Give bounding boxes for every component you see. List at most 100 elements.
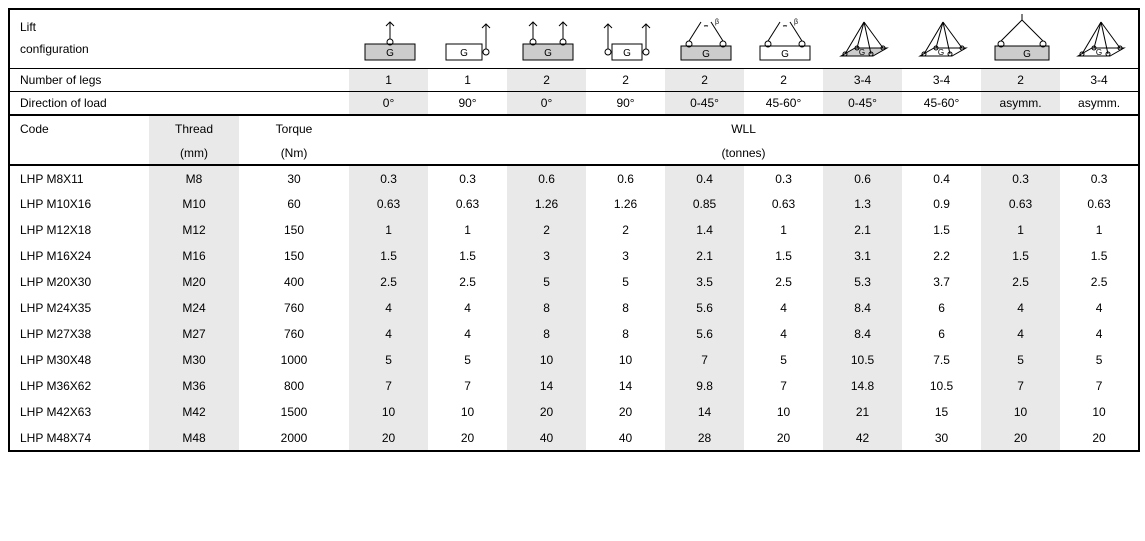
- thread-cell: M12: [149, 217, 239, 243]
- table-row: LHP M20X30M204002.52.5553.52.55.33.72.52…: [9, 269, 1139, 295]
- torque-cell: 2000: [239, 425, 349, 451]
- wll-cell: 7: [349, 373, 428, 399]
- wll-cell: 10: [586, 347, 665, 373]
- code-cell: LHP M10X16: [9, 191, 149, 217]
- wll-cell: 2.5: [1060, 269, 1139, 295]
- wll-cell: 0.3: [981, 165, 1060, 191]
- wll-cell: 10: [744, 399, 823, 425]
- legs-value: 3-4: [1060, 69, 1139, 92]
- direction-value: 90°: [428, 92, 507, 116]
- wll-cell: 20: [428, 425, 507, 451]
- wll-cell: 10: [428, 399, 507, 425]
- legs-value: 2: [665, 69, 744, 92]
- code-cell: LHP M16X24: [9, 243, 149, 269]
- table-row: LHP M24X35M2476044885.648.4644: [9, 295, 1139, 321]
- lift-spec-table: Liftconfiguration G G G G: [8, 8, 1140, 452]
- wll-cell: 5: [349, 347, 428, 373]
- legs-value: 2: [981, 69, 1060, 92]
- code-cell: LHP M24X35: [9, 295, 149, 321]
- wll-cell: 1.26: [507, 191, 586, 217]
- lift-configuration-label: Liftconfiguration: [9, 9, 349, 69]
- wll-cell: 10.5: [902, 373, 981, 399]
- wll-cell: 6: [902, 321, 981, 347]
- wll-cell: 0.63: [981, 191, 1060, 217]
- wll-cell: 0.3: [744, 165, 823, 191]
- direction-value: 0°: [507, 92, 586, 116]
- thread-header: Thread: [149, 115, 239, 142]
- wll-cell: 7: [744, 373, 823, 399]
- wll-cell: 2: [586, 217, 665, 243]
- svg-text:G: G: [1096, 48, 1102, 57]
- torque-cell: 400: [239, 269, 349, 295]
- wll-cell: 2: [507, 217, 586, 243]
- wll-cell: 1: [981, 217, 1060, 243]
- table-row: LHP M16X24M161501.51.5332.11.53.12.21.51…: [9, 243, 1139, 269]
- thread-cell: M27: [149, 321, 239, 347]
- wll-cell: 30: [902, 425, 981, 451]
- direction-value: 0-45°: [823, 92, 902, 116]
- wll-cell: 10.5: [823, 347, 902, 373]
- torque-cell: 150: [239, 243, 349, 269]
- wll-cell: 3.7: [902, 269, 981, 295]
- legs-value: 3-4: [823, 69, 902, 92]
- wll-cell: 0.4: [665, 165, 744, 191]
- table-row: LHP M48X74M48200020204040282042302020: [9, 425, 1139, 451]
- direction-of-load-label: Direction of load: [9, 92, 349, 116]
- lift-config-icon: G: [902, 9, 981, 69]
- lift-config-icon: G β: [744, 9, 823, 69]
- wll-cell: 1: [349, 217, 428, 243]
- lift-config-icon: G: [586, 9, 665, 69]
- lift-config-icon: G: [981, 9, 1060, 69]
- wll-cell: 7: [428, 373, 507, 399]
- direction-value: asymm.: [1060, 92, 1139, 116]
- wll-cell: 8: [507, 321, 586, 347]
- svg-text:G: G: [386, 48, 394, 59]
- wll-cell: 8.4: [823, 295, 902, 321]
- wll-cell: 5: [428, 347, 507, 373]
- wll-cell: 20: [981, 425, 1060, 451]
- wll-cell: 20: [1060, 425, 1139, 451]
- code-cell: LHP M20X30: [9, 269, 149, 295]
- wll-cell: 1.5: [428, 243, 507, 269]
- legs-value: 1: [349, 69, 428, 92]
- wll-cell: 3.1: [823, 243, 902, 269]
- thread-cell: M10: [149, 191, 239, 217]
- wll-cell: 0.6: [823, 165, 902, 191]
- wll-cell: 40: [586, 425, 665, 451]
- wll-cell: 7.5: [902, 347, 981, 373]
- wll-cell: 4: [1060, 321, 1139, 347]
- wll-cell: 4: [349, 321, 428, 347]
- wll-cell: 5.6: [665, 295, 744, 321]
- wll-cell: 0.4: [902, 165, 981, 191]
- wll-cell: 2.2: [902, 243, 981, 269]
- torque-unit: (Nm): [239, 142, 349, 165]
- wll-cell: 3: [586, 243, 665, 269]
- wll-cell: 14: [586, 373, 665, 399]
- wll-cell: 1.4: [665, 217, 744, 243]
- torque-cell: 1500: [239, 399, 349, 425]
- wll-cell: 2.5: [428, 269, 507, 295]
- wll-cell: 5: [744, 347, 823, 373]
- table-row: LHP M27X38M2776044885.648.4644: [9, 321, 1139, 347]
- thread-cell: M30: [149, 347, 239, 373]
- code-header: Code: [9, 115, 149, 142]
- torque-cell: 150: [239, 217, 349, 243]
- table-row: LHP M8X11M8300.30.30.60.60.40.30.60.40.3…: [9, 165, 1139, 191]
- wll-cell: 7: [665, 347, 744, 373]
- legs-value: 2: [507, 69, 586, 92]
- svg-text:G: G: [702, 49, 710, 60]
- wll-cell: 5: [507, 269, 586, 295]
- wll-cell: 3.5: [665, 269, 744, 295]
- lift-config-icon: G: [428, 9, 507, 69]
- table-row: LHP M30X48M3010005510107510.57.555: [9, 347, 1139, 373]
- wll-cell: 10: [507, 347, 586, 373]
- thread-cell: M48: [149, 425, 239, 451]
- legs-value: 3-4: [902, 69, 981, 92]
- wll-cell: 2.1: [665, 243, 744, 269]
- wll-cell: 1.5: [1060, 243, 1139, 269]
- torque-cell: 760: [239, 321, 349, 347]
- wll-cell: 1.3: [823, 191, 902, 217]
- wll-cell: 5: [586, 269, 665, 295]
- direction-value: 0°: [349, 92, 428, 116]
- wll-cell: 0.63: [744, 191, 823, 217]
